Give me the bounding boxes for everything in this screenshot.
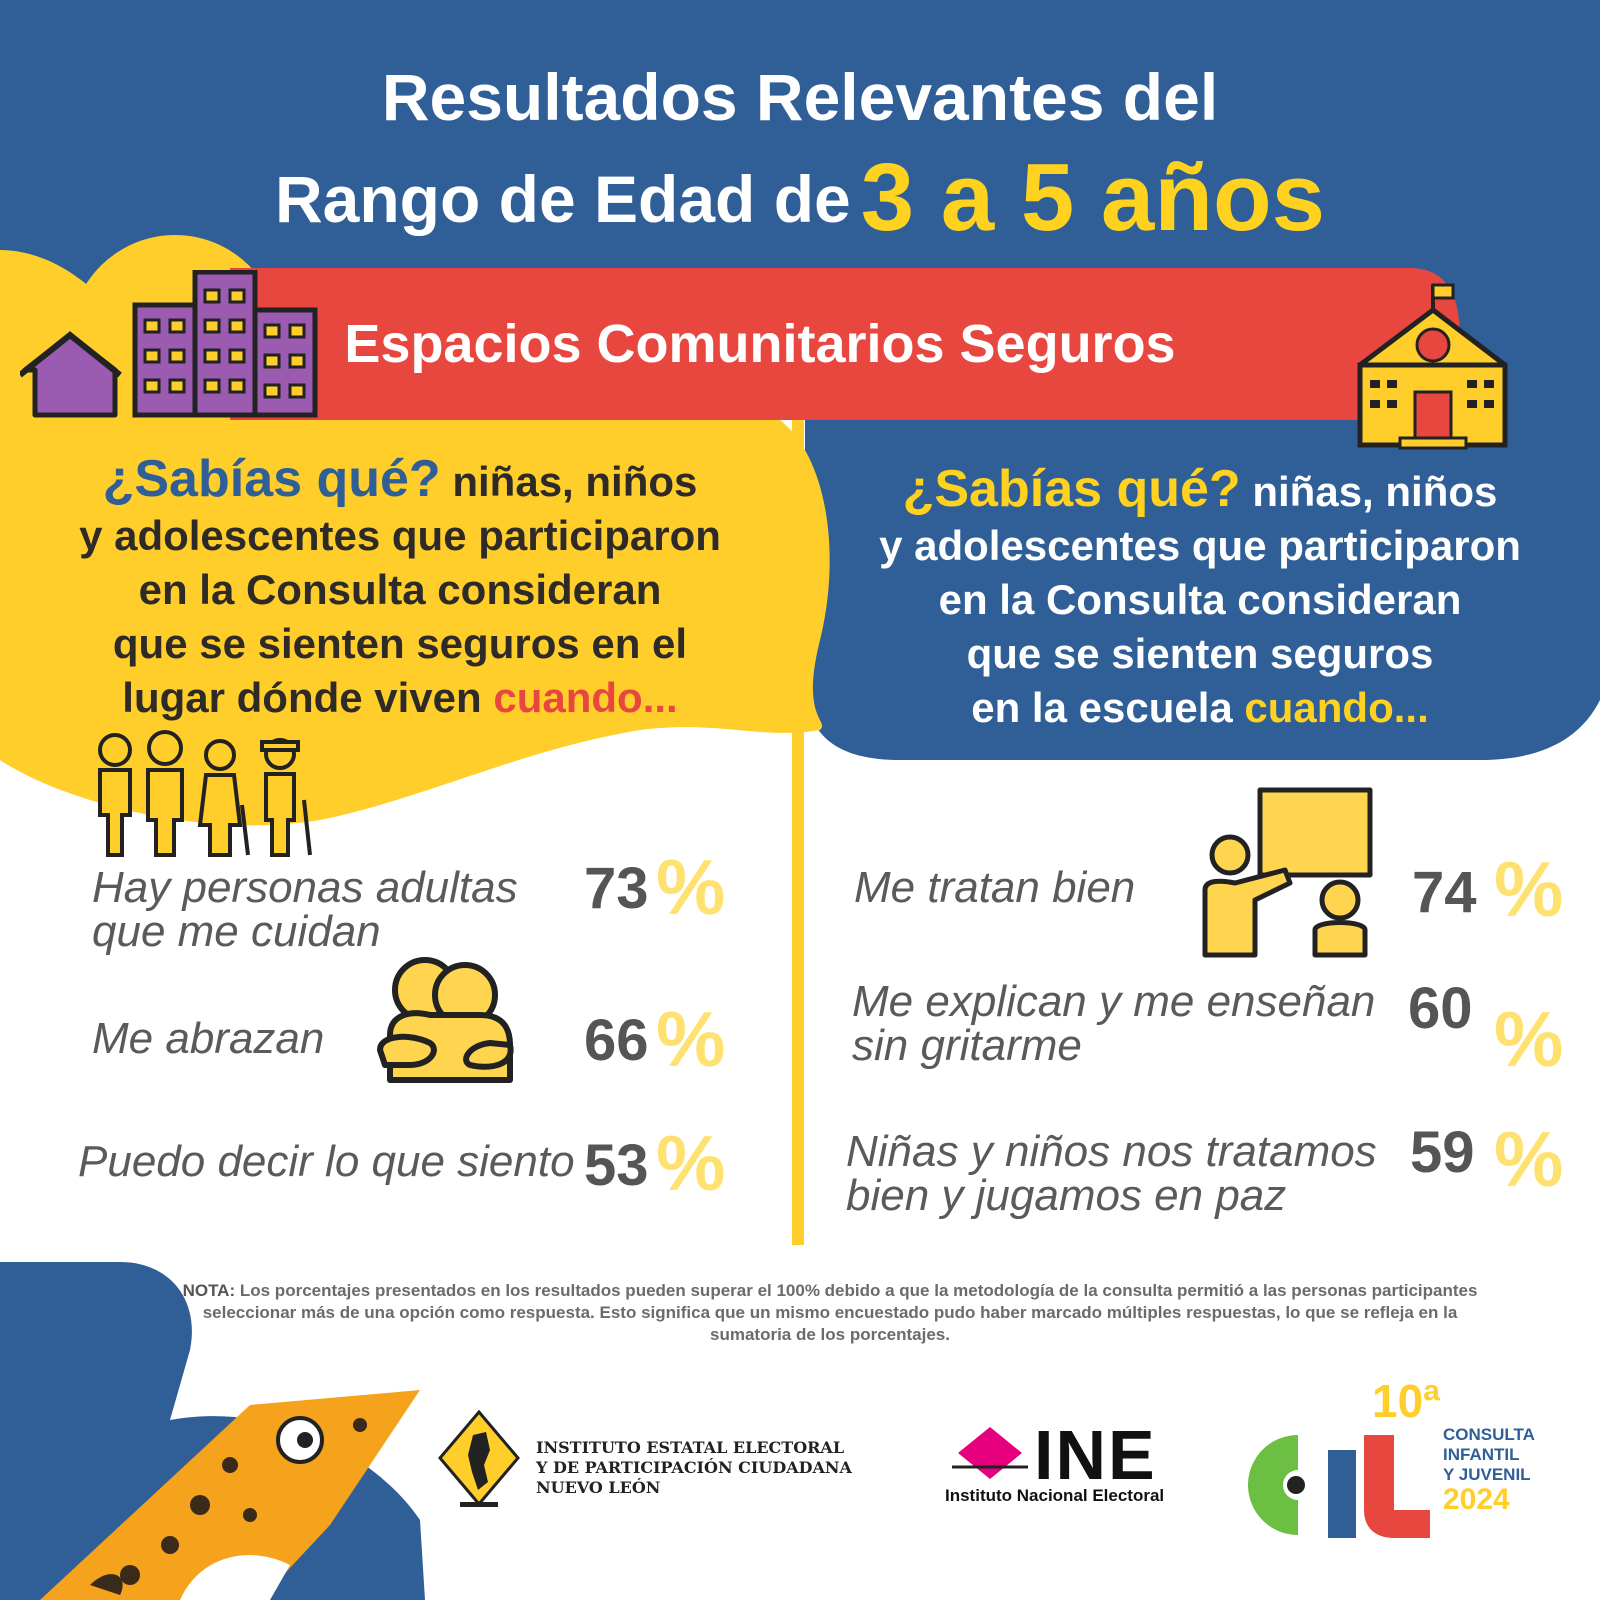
iee-name-line1: INSTITUTO ESTATAL ELECTORAL	[536, 1438, 845, 1457]
left-item-3-value: 53	[584, 1133, 649, 1198]
left-item-1-line2: que me cuidan	[92, 907, 381, 956]
left-item-1-text: Hay personas adultas que me cuidan	[92, 866, 518, 954]
teacher-icon	[1202, 787, 1373, 958]
ine-logo-text: INE	[1034, 1416, 1157, 1494]
left-item-2-percent: %	[656, 995, 726, 1083]
right-question-line5: en la escuela	[971, 684, 1233, 731]
right-item-3-percent: %	[1494, 1115, 1564, 1203]
footnote: NOTA: Los porcentajes presentados en los…	[180, 1280, 1480, 1346]
iee-nl-name: INSTITUTO ESTATAL ELECTORAL Y DE PARTICI…	[536, 1438, 852, 1498]
right-item-1-text: Me tratan bien	[854, 863, 1136, 912]
cij-letters-logo	[1248, 1435, 1430, 1538]
cij-edition: 10ª	[1372, 1375, 1441, 1427]
left-question-line4: que se sienten seguros en el	[112, 620, 688, 667]
iee-name-line3: NUEVO LEÓN	[536, 1478, 661, 1497]
right-question-line1: niñas, niños	[1252, 468, 1498, 515]
cij-name: CONSULTA INFANTIL Y JUVENIL	[1443, 1425, 1535, 1485]
page-title-line2: Rango de Edad de 3 a 5 años	[0, 150, 1600, 246]
jaguar-mascot-icon	[40, 1390, 420, 1600]
hug-icon	[377, 957, 514, 1083]
title-prefix: Rango de Edad de	[275, 162, 851, 236]
buildings-icon	[20, 270, 318, 418]
iee-name-line2: Y DE PARTICIPACIÓN CIUDADANA	[536, 1458, 852, 1477]
footnote-label: NOTA:	[182, 1281, 236, 1300]
page-title-line1: Resultados Relevantes del	[381, 60, 1219, 134]
left-question-emphasis: cuando...	[493, 674, 678, 721]
cij-year: 2024	[1443, 1483, 1510, 1516]
left-item-3-percent: %	[656, 1119, 726, 1207]
right-item-2-value: 60	[1408, 976, 1473, 1041]
left-item-2-text: Me abrazan	[92, 1014, 325, 1063]
left-item-1-line1: Hay personas adultas	[92, 863, 518, 912]
left-question-line2: y adolescentes que participaron	[79, 512, 721, 559]
ine-logo-icon	[952, 1427, 1028, 1479]
left-item-1-value: 73	[584, 856, 649, 921]
right-item-2-line2: sin gritarme	[852, 1021, 1082, 1070]
right-item-1-value: 74	[1412, 860, 1477, 925]
right-item-3-line2: bien y jugamos en paz	[846, 1171, 1287, 1220]
left-question-line1: niñas, niños	[452, 458, 698, 505]
left-question-lead: ¿Sabías qué?	[102, 450, 441, 508]
right-item-2-text: Me explican y me enseñan sin gritarme	[852, 980, 1375, 1068]
right-item-2-percent: %	[1494, 995, 1564, 1083]
right-item-3-text: Niñas y niños nos tratamos bien y jugamo…	[846, 1130, 1377, 1218]
cij-letters-text: CIJ	[1268, 1438, 1269, 1439]
school-icon	[1357, 283, 1508, 450]
left-question-line3: en la Consulta consideran	[138, 566, 662, 613]
left-question: ¿Sabías qué? niñas, niños y adolescentes…	[30, 452, 770, 725]
cij-name-line1: CONSULTA	[1443, 1425, 1535, 1444]
right-item-3-value: 59	[1410, 1120, 1475, 1185]
left-item-1-percent: %	[656, 843, 726, 931]
right-item-3-line1: Niñas y niños nos tratamos	[846, 1127, 1377, 1176]
left-item-3-text: Puedo decir lo que siento	[78, 1137, 575, 1186]
section-banner-title: Espacios Comunitarios Seguros	[344, 314, 1176, 374]
footnote-text: Los porcentajes presentados en los resul…	[202, 1281, 1478, 1344]
iee-nl-logo-icon	[438, 1410, 520, 1507]
family-icon	[98, 730, 312, 857]
left-question-line5: lugar dónde viven	[122, 674, 482, 721]
right-question-line2: y adolescentes que participaron	[879, 522, 1521, 569]
right-item-1-percent: %	[1494, 845, 1564, 933]
right-question-line3: en la Consulta consideran	[938, 576, 1462, 623]
left-item-2-value: 66	[584, 1008, 649, 1073]
right-question: ¿Sabías qué? niñas, niños y adolescentes…	[820, 462, 1580, 735]
right-question-line4: que se sienten seguros	[966, 630, 1434, 677]
cij-name-line2: INFANTIL	[1443, 1445, 1520, 1464]
cij-name-line3: Y JUVENIL	[1443, 1465, 1531, 1484]
age-range-highlight: 3 a 5 años	[860, 144, 1325, 251]
right-question-lead: ¿Sabías qué?	[902, 460, 1241, 518]
ine-name: Instituto Nacional Electoral	[945, 1486, 1165, 1505]
right-question-emphasis: cuando...	[1244, 684, 1429, 731]
right-item-2-line1: Me explican y me enseñan	[852, 977, 1376, 1026]
